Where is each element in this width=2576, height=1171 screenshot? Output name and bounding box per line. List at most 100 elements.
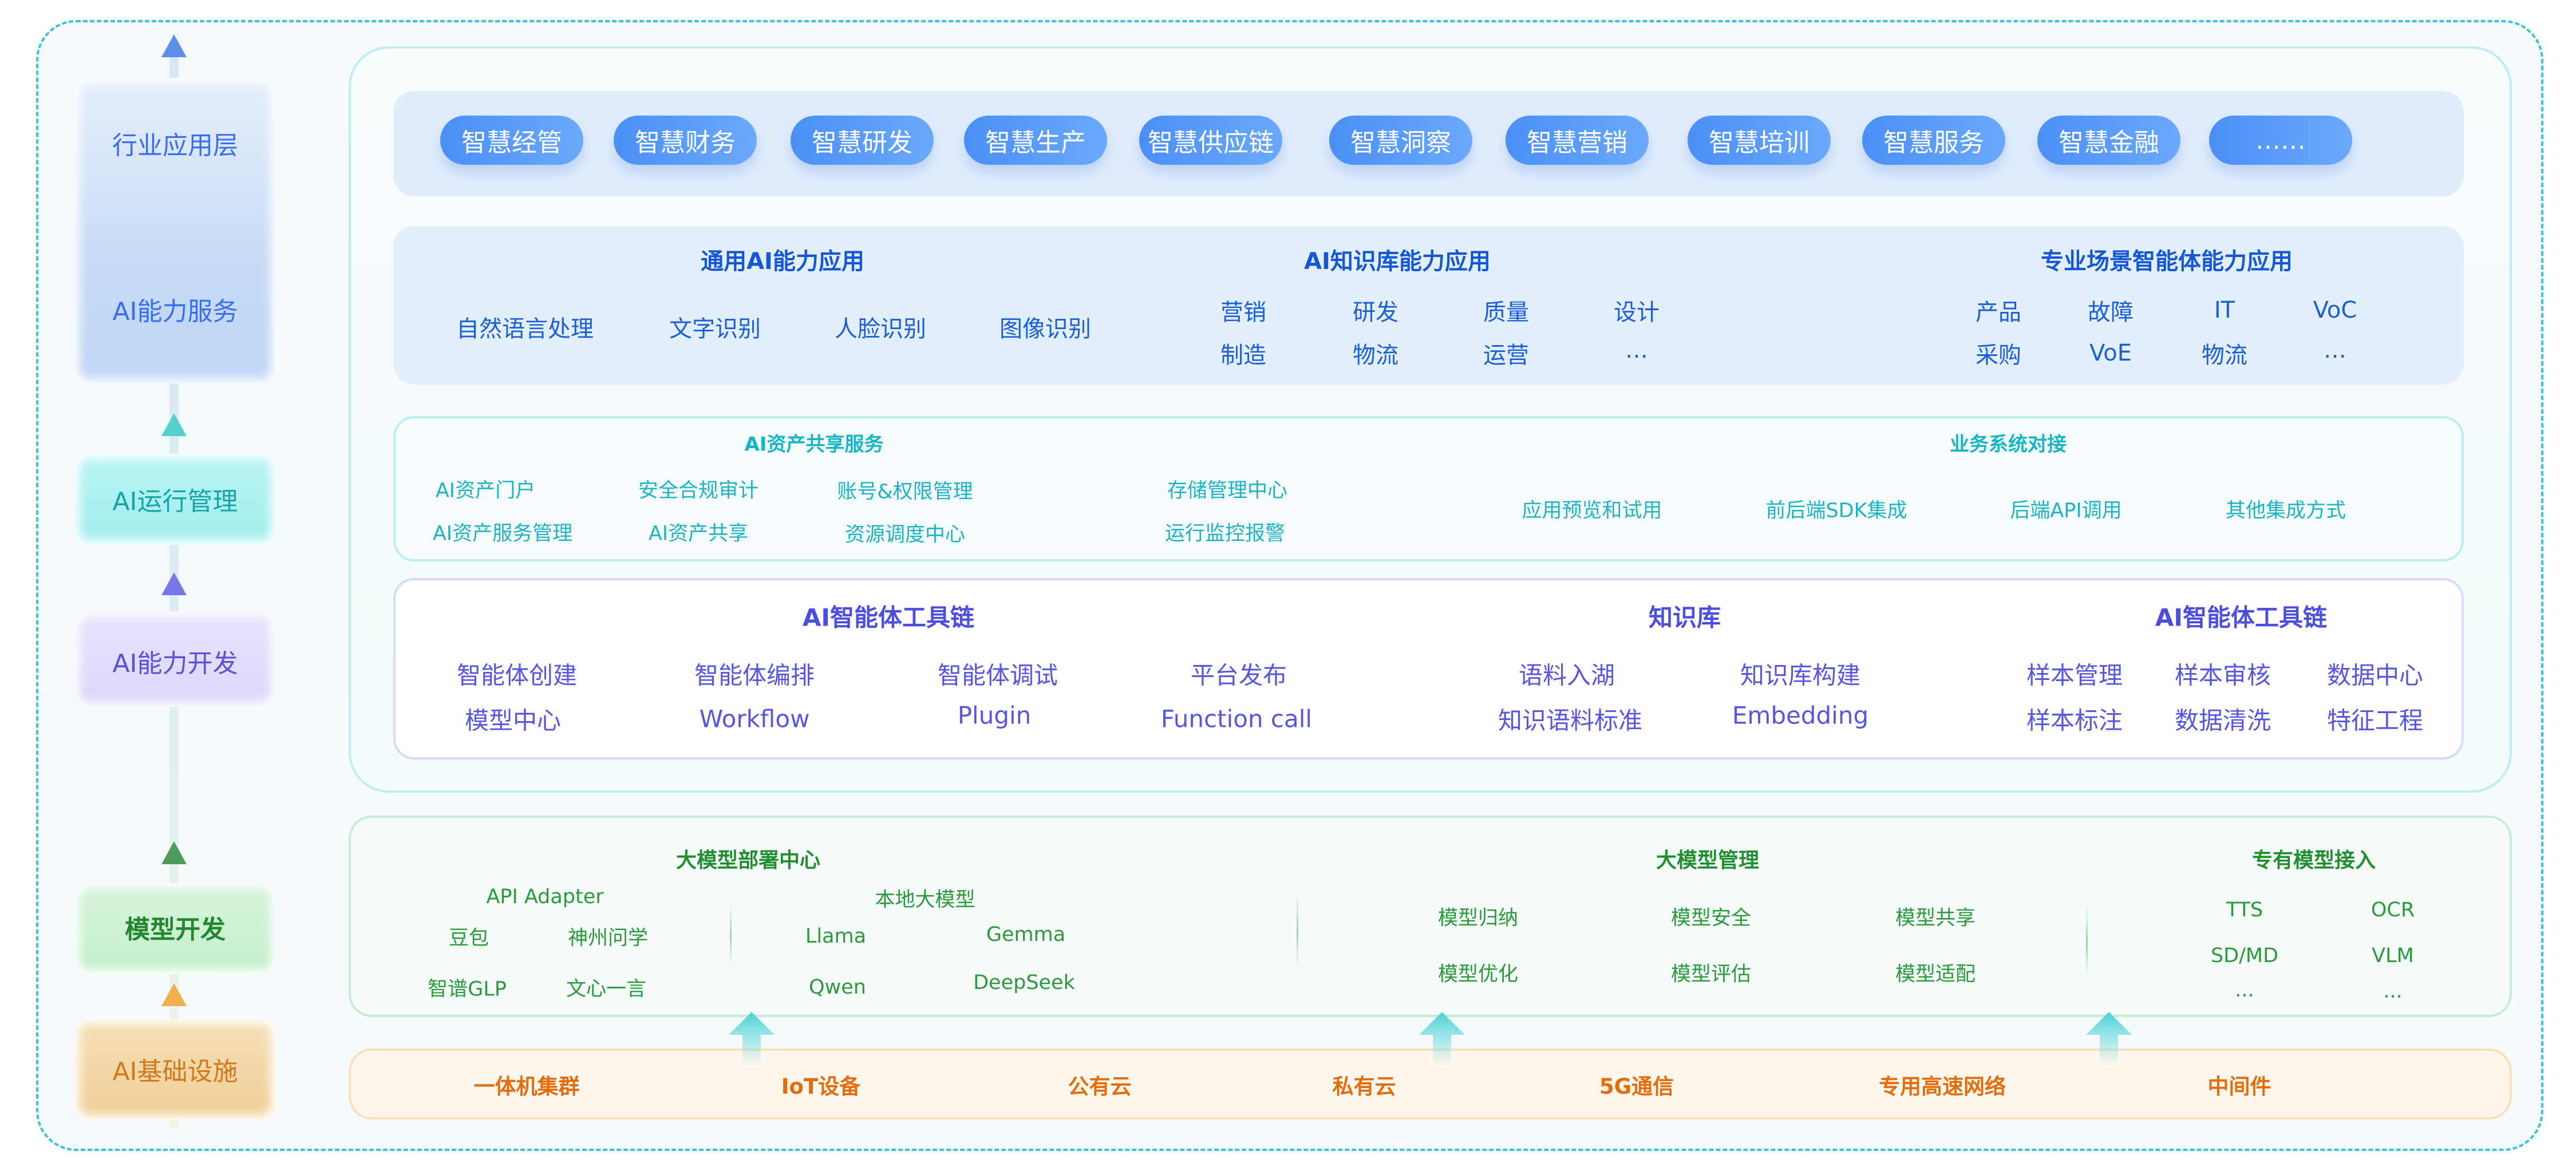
layer-label-ai-service: AI能力服务 xyxy=(112,297,238,326)
model-item: Qwen xyxy=(809,976,866,999)
model-item: TTS xyxy=(2226,899,2263,921)
model-item: 文心一言 xyxy=(566,978,647,1001)
layer-label-infra: AI基础设施 xyxy=(112,1057,238,1086)
scenario-ai-title: 专业场景智能体能力应用 xyxy=(2041,248,2293,275)
dev-item: 平台发布 xyxy=(1190,661,1287,690)
ops-item: 存储管理中心 xyxy=(1167,479,1288,503)
ops-item: 其他集成方式 xyxy=(2225,499,2346,523)
infra-item: 私有云 xyxy=(1332,1074,1396,1099)
capability-item: 运营 xyxy=(1483,342,1529,369)
ai-capability-row xyxy=(393,226,2464,385)
layer-model-dev xyxy=(74,883,276,974)
ai-dev-row xyxy=(393,578,2464,759)
infra-item: 中间件 xyxy=(2207,1074,2271,1099)
knowledge-ai-title: AI知识库能力应用 xyxy=(1304,248,1491,275)
capability-item: 质量 xyxy=(1483,299,1529,326)
model-item: ... xyxy=(2235,979,2254,1002)
app-chip[interactable]: 智慧金融 xyxy=(2037,116,2180,165)
infra-item: 专用高速网络 xyxy=(1879,1074,2006,1099)
up-arrow-icon xyxy=(729,1012,775,1065)
model-item: 模型适配 xyxy=(1895,963,1976,986)
model-panel xyxy=(349,816,2512,1017)
app-chip[interactable]: 智慧供应链 xyxy=(1139,116,1282,165)
model-item: Gemma xyxy=(986,923,1066,946)
asset-sharing-title: AI资产共享服务 xyxy=(744,433,884,456)
layer-ai-service xyxy=(74,78,276,383)
model-item: 模型评估 xyxy=(1670,963,1752,986)
model-item: VLM xyxy=(2372,944,2414,967)
model-item: OCR xyxy=(2370,899,2415,921)
divider xyxy=(730,904,732,967)
ops-item: AI资产门户 xyxy=(435,479,536,503)
ops-item: AI资产共享 xyxy=(648,522,749,545)
integration-title: 业务系统对接 xyxy=(1950,433,2067,456)
ai-ops-row xyxy=(393,416,2464,561)
dev-item: 样本管理 xyxy=(2026,661,2123,690)
capability-item: … xyxy=(1625,337,1648,363)
divider xyxy=(2086,904,2088,979)
layer-ai-ops xyxy=(74,454,276,545)
model-item: DeepSeek xyxy=(973,971,1075,994)
toolchain2-title: AI智能体工具链 xyxy=(2155,603,2328,632)
app-chip[interactable]: 智慧洞察 xyxy=(1329,116,1472,165)
capability-item: 物流 xyxy=(2202,342,2247,369)
capability-item: VoE xyxy=(2089,340,2132,366)
up-arrow-icon xyxy=(1419,1012,1465,1065)
capability-item: … xyxy=(2324,337,2346,363)
app-chip-more[interactable]: …… xyxy=(2209,116,2352,165)
app-chip[interactable]: 智慧营销 xyxy=(1506,116,1649,165)
capability-item: 营销 xyxy=(1220,299,1266,326)
infra-panel xyxy=(349,1049,2512,1119)
capability-item: 设计 xyxy=(1614,299,1660,326)
up-arrow-icon xyxy=(161,572,187,595)
infra-item: 一体机集群 xyxy=(473,1074,580,1099)
dev-item: Workflow xyxy=(699,705,810,733)
dev-item: Function call xyxy=(1160,705,1313,733)
infra-item: IoT设备 xyxy=(781,1074,861,1099)
ops-item: 运行监控报警 xyxy=(1164,522,1286,545)
api-adapter-label: API Adapter xyxy=(486,885,604,908)
up-arrow-icon xyxy=(161,413,187,436)
proprietary-title: 专有模型接入 xyxy=(2251,849,2376,872)
general-ai-title: 通用AI能力应用 xyxy=(701,248,864,275)
layer-label-ai-ops: AI运行管理 xyxy=(112,487,238,516)
dev-item: 智能体编排 xyxy=(694,661,815,690)
infra-item: 公有云 xyxy=(1068,1074,1132,1099)
up-arrow-icon xyxy=(161,34,187,57)
app-chip[interactable]: 智慧培训 xyxy=(1688,116,1831,165)
layer-label-industry: 行业应用层 xyxy=(112,131,238,160)
capability-item: 产品 xyxy=(1976,299,2021,326)
app-chip[interactable]: 智慧服务 xyxy=(1862,116,2005,165)
up-arrow-icon xyxy=(2086,1012,2132,1065)
dev-item: 智能体创建 xyxy=(456,661,578,690)
infra-item: 5G通信 xyxy=(1599,1074,1674,1099)
dev-item: Plugin xyxy=(957,701,1032,730)
model-item: 模型归纳 xyxy=(1437,907,1519,930)
ops-item: 安全合规审计 xyxy=(638,479,759,503)
model-item: 模型共享 xyxy=(1895,907,1976,930)
dev-item: 数据中心 xyxy=(2326,661,2424,690)
layer-ai-dev xyxy=(74,611,276,707)
capability-item: IT xyxy=(2214,297,2235,323)
dev-item: 知识库构建 xyxy=(1740,661,1861,690)
app-chip[interactable]: 智慧研发 xyxy=(791,116,934,165)
model-manage-title: 大模型管理 xyxy=(1656,849,1760,872)
dev-item: 样本审核 xyxy=(2174,661,2271,690)
dev-item: 语料入湖 xyxy=(1518,661,1615,690)
ops-item: AI资产服务管理 xyxy=(432,522,573,545)
capability-item: 人脸识别 xyxy=(835,316,926,342)
app-chip[interactable]: 智慧财务 xyxy=(614,116,757,165)
toolchain-title: AI智能体工具链 xyxy=(802,603,975,632)
dev-item: 智能体调试 xyxy=(937,661,1058,690)
dev-item: 知识语料标准 xyxy=(1498,706,1643,735)
capability-item: 物流 xyxy=(1353,342,1398,369)
app-chip[interactable]: 智慧生产 xyxy=(964,116,1107,165)
app-chip[interactable]: 智慧经管 xyxy=(440,116,583,165)
capability-item: 图像识别 xyxy=(999,316,1091,342)
ops-item: 资源调度中心 xyxy=(844,523,966,547)
dev-item: 模型中心 xyxy=(464,706,562,735)
layer-label-model-dev: 模型开发 xyxy=(125,915,226,944)
model-item: SD/MD xyxy=(2210,944,2279,967)
up-arrow-icon xyxy=(161,983,187,1006)
ops-item: 后端API调用 xyxy=(2010,499,2122,523)
